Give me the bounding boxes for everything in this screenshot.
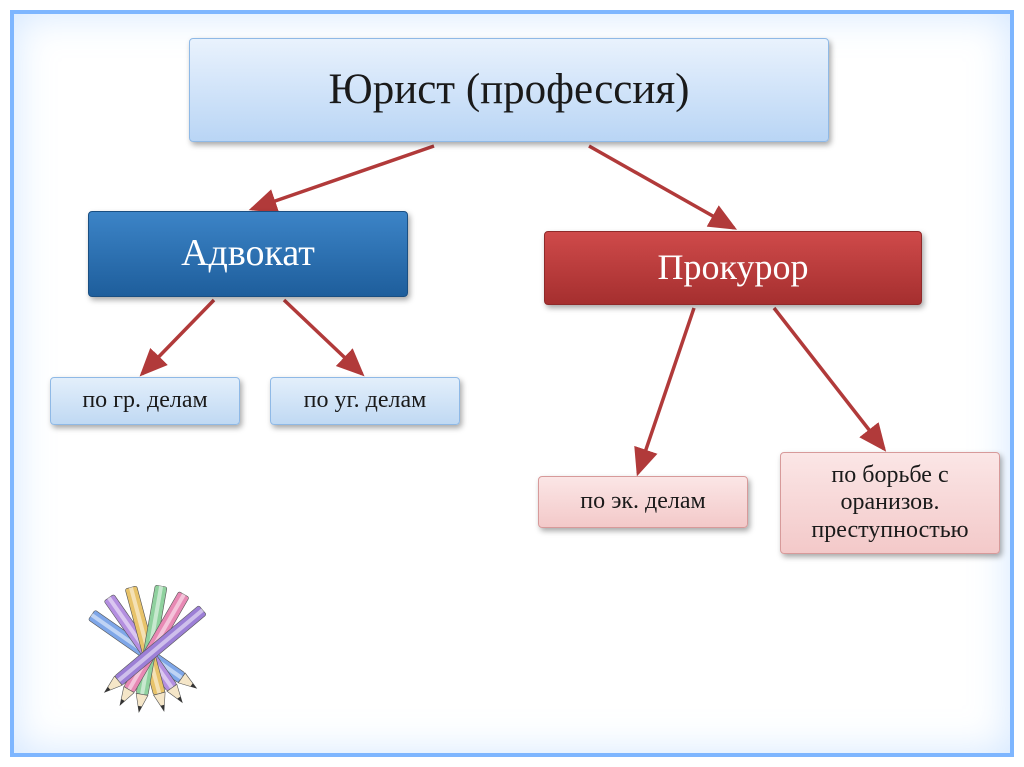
node-ll-label: по гр. делам: [82, 387, 207, 415]
node-right-label: Прокурор: [658, 247, 809, 288]
node-right-child-2: по борьбе соранизов.преступностью: [780, 452, 1000, 554]
node-left-child-2: по уг. делам: [270, 377, 460, 425]
node-left: Адвокат: [88, 211, 408, 297]
node-left-label: Адвокат: [181, 232, 315, 276]
pencils-icon: [64, 570, 234, 740]
node-right-child-1: по эк. делам: [538, 476, 748, 528]
node-right: Прокурор: [544, 231, 922, 305]
node-left-child-1: по гр. делам: [50, 377, 240, 425]
node-root: Юрист (профессия): [189, 38, 829, 142]
node-root-label: Юрист (профессия): [329, 65, 690, 114]
node-rr-label: по борьбе соранизов.преступностью: [811, 462, 968, 545]
slide-frame: Юрист (профессия) Адвокат Прокурор по гр…: [10, 10, 1014, 757]
node-lr-label: по уг. делам: [304, 387, 427, 415]
node-rl-label: по эк. делам: [580, 488, 705, 516]
